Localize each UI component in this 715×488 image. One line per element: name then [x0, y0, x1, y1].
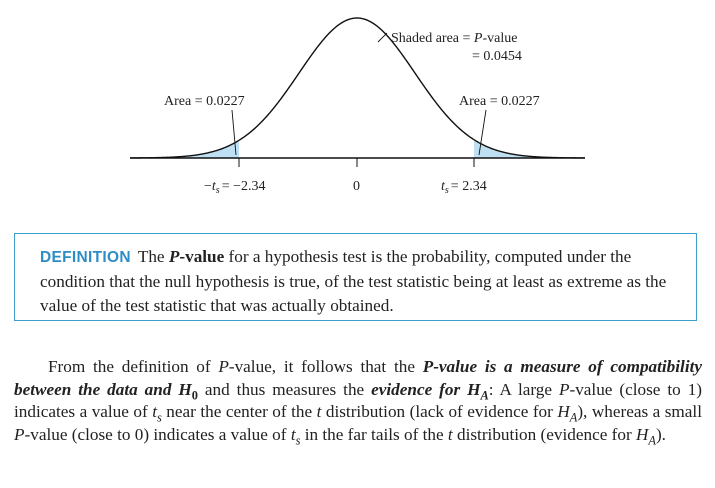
right-area-pointer	[478, 109, 487, 156]
shaded-area-value: = 0.0454	[472, 49, 522, 64]
tick-label-left: −ts = −2.34	[204, 179, 266, 196]
definition-text: The P-value for a hypothesis test is the…	[40, 247, 667, 315]
shaded-area-label: Shaded area = P-value	[391, 31, 517, 46]
tick-label-right: ts = 2.34	[441, 179, 487, 196]
left-tail-shade	[180, 140, 239, 158]
left-area-pointer	[231, 109, 237, 156]
t-distribution-figure: Shaded area = P-value = 0.0454 Area = 0.…	[130, 17, 586, 196]
definition-box: DEFINITION The P-value for a hypothesis t…	[14, 233, 697, 321]
tick-label-center: 0	[353, 179, 360, 194]
right-area-label: Area = 0.0227	[459, 94, 540, 109]
t-density-curve	[130, 17, 586, 159]
body-paragraph: From the definition of P-value, it follo…	[14, 357, 703, 447]
definition-tag: DEFINITION	[40, 249, 131, 266]
left-area-label: Area = 0.0227	[164, 94, 245, 109]
shaded-area-pointer	[377, 32, 388, 43]
right-tail-shade	[474, 139, 534, 158]
